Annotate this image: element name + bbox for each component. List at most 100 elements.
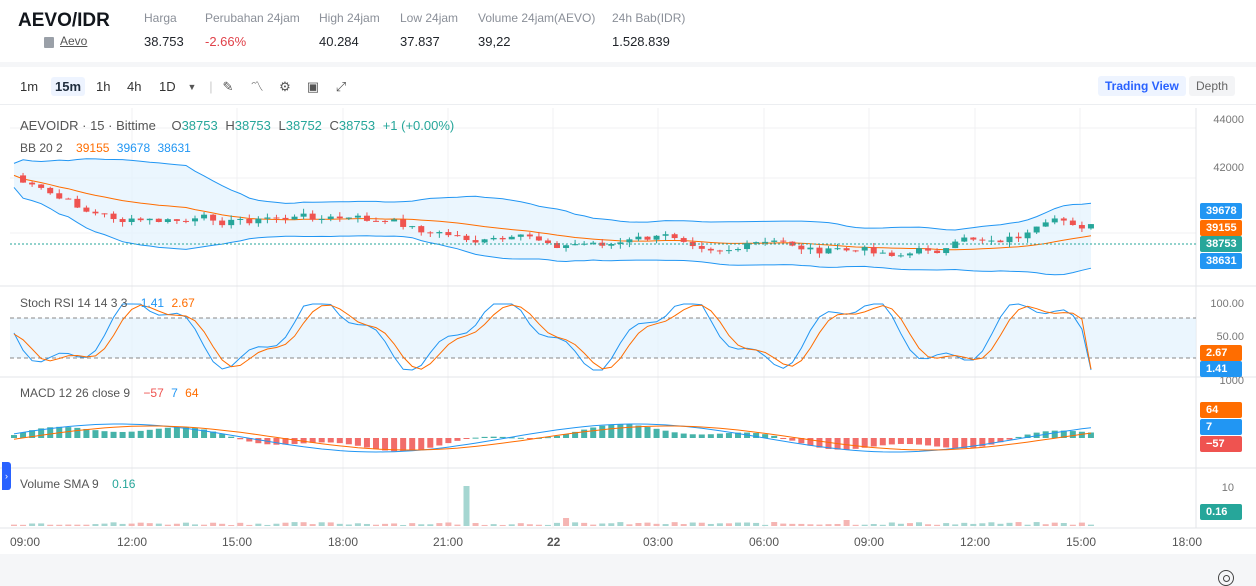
macd-hist-bar — [952, 438, 959, 449]
volume-bar — [852, 524, 859, 526]
volume-bar — [201, 524, 208, 526]
macd-hist-bar — [644, 427, 651, 438]
volume-bar — [653, 523, 660, 526]
candle — [83, 207, 90, 212]
candle — [535, 236, 542, 241]
price-chart[interactable] — [0, 108, 1256, 554]
chart-area[interactable]: AEVOIDR · 15 · Bittime O38753 H38753 L38… — [0, 108, 1256, 586]
save-icon[interactable]: ▣ — [306, 79, 320, 94]
volume-tick: 10 — [1221, 482, 1234, 494]
expand-sidebar-toggle[interactable]: › — [2, 462, 11, 490]
symbol-name: AEVOIDR · 15 · Bittime — [20, 118, 156, 133]
macd-hist-bar — [38, 428, 45, 438]
stoch-d-tag: 2.67 — [1200, 345, 1242, 361]
timeframe-15m[interactable]: 15m — [51, 77, 86, 96]
candle — [146, 218, 153, 221]
stat-value: 40.284 — [319, 34, 359, 49]
stat-volume-idr: 24h Bab(IDR) 1.528.839 — [612, 11, 685, 49]
stoch-d-value: 2.67 — [171, 296, 195, 310]
candle — [1033, 226, 1040, 233]
timeframe-4h[interactable]: 4h — [127, 79, 142, 94]
time-label: 18:00 — [328, 535, 359, 549]
volume-bar — [137, 522, 144, 526]
volume-bar — [744, 522, 751, 526]
fullscreen-icon[interactable]: ⤢ — [335, 79, 347, 94]
volume-bar — [318, 522, 325, 526]
macd-hist-bar — [798, 438, 805, 444]
depth-button[interactable]: Depth — [1189, 76, 1236, 96]
trading-view-button[interactable]: Trading View — [1098, 76, 1186, 96]
candle — [291, 216, 298, 220]
volume-bar — [1006, 522, 1013, 526]
volume-bar — [237, 522, 244, 526]
macd-hist-bar — [626, 424, 633, 438]
macd-hist-value: −57 — [143, 386, 164, 400]
macd-hist-bar — [128, 431, 135, 438]
timeframe-1h[interactable]: 1h — [96, 79, 111, 94]
candle — [345, 217, 352, 219]
macd-hist-bar — [572, 431, 579, 438]
macd-hist-bar — [11, 435, 17, 438]
bb-up-tag: 39678 — [1200, 203, 1242, 219]
volume-bar — [146, 523, 153, 526]
volume-label: Volume SMA 9 — [20, 477, 99, 491]
candle — [210, 214, 217, 221]
volume-bar — [716, 523, 723, 526]
candle — [137, 218, 144, 221]
macd-hist-bar — [490, 436, 497, 438]
indicators-icon[interactable]: 〽 — [250, 79, 264, 94]
macd-hist-bar — [852, 438, 859, 449]
volume-bar — [219, 523, 226, 526]
macd-hist-bar — [119, 431, 126, 438]
candle — [164, 219, 171, 222]
macd-hist-bar — [83, 428, 90, 438]
volume-bar — [572, 522, 579, 526]
candle — [110, 213, 117, 220]
volume-legend: Volume SMA 9 0.16 — [20, 477, 139, 491]
candle — [228, 219, 235, 226]
candle — [961, 237, 968, 242]
macd-hist-bar — [590, 427, 597, 438]
volume-bar — [1051, 522, 1058, 526]
macd-hist-bar — [454, 438, 461, 441]
chevron-down-icon[interactable]: ▼ — [187, 82, 197, 92]
candle — [391, 219, 398, 222]
stoch-k-value: 1.41 — [140, 296, 165, 310]
candle — [716, 250, 723, 252]
macd-hist-bar — [526, 438, 533, 439]
candle — [572, 244, 579, 246]
candle — [38, 184, 45, 188]
draw-pencil-icon[interactable]: ✎ — [222, 79, 234, 94]
candle — [834, 248, 841, 250]
gear-icon[interactable]: ⚙ — [279, 79, 291, 94]
volume-bar — [20, 524, 27, 526]
macd-hist-bar — [888, 438, 895, 445]
settings-gear-icon[interactable] — [1218, 570, 1234, 586]
macd-hist-bar — [201, 429, 208, 438]
low-value: 38752 — [285, 118, 322, 133]
macd-line — [13, 423, 1092, 453]
macd-hist-bar — [879, 438, 886, 446]
macd-hist-bar — [29, 430, 36, 438]
volume-bar — [363, 523, 370, 526]
bb-lower-line — [13, 187, 1092, 276]
candle — [219, 220, 226, 226]
last-price-tag: 38753 — [1200, 236, 1242, 252]
macd-hist-bar — [246, 438, 253, 442]
candle — [445, 232, 452, 236]
bb-legend: BB 20 2 39155 39678 38631 — [20, 141, 195, 155]
bb-low-tag: 38631 — [1200, 253, 1242, 269]
macd-hist-bar — [74, 427, 81, 438]
macd-hist-bar — [110, 431, 117, 438]
macd-hist-bar — [373, 438, 379, 450]
candle — [1078, 225, 1085, 229]
timeframe-1d[interactable]: 1D — [159, 79, 176, 94]
coin-link[interactable]: Aevo — [60, 34, 88, 48]
volume-bar — [879, 524, 886, 526]
candle — [563, 245, 570, 248]
timeframe-1m[interactable]: 1m — [20, 79, 39, 94]
open-value: 38753 — [181, 118, 218, 133]
candle — [1069, 220, 1076, 226]
pair-title: AEVO/IDR — [18, 10, 110, 31]
volume-bar — [789, 523, 796, 526]
